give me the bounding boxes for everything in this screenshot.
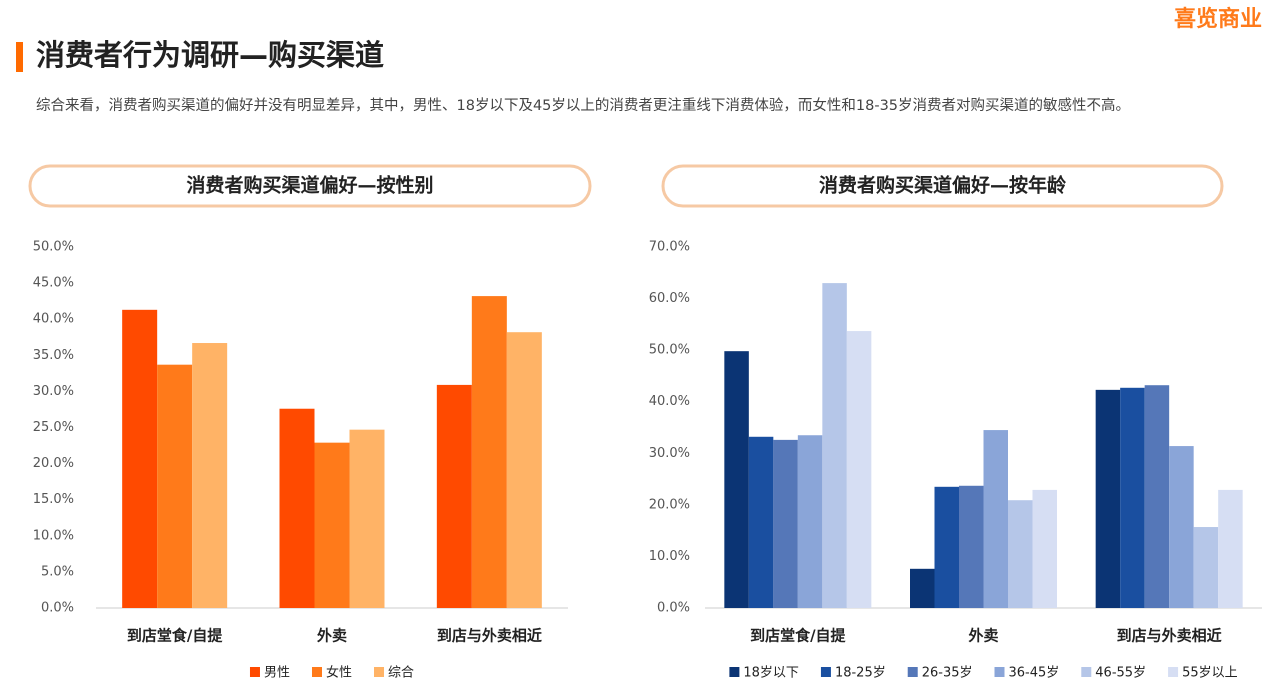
bar [1008,500,1033,608]
y-tick-label: 45.0% [33,276,74,291]
bar [157,364,193,608]
bar [846,331,872,608]
bar [436,384,472,608]
y-tick-label: 0.0% [41,601,74,616]
x-tick-label: 到店与外卖相近 [1117,627,1222,645]
bar [1144,385,1170,608]
bar [122,309,158,608]
legend-swatch [729,667,740,677]
bar [773,439,798,608]
y-tick-label: 50.0% [33,240,74,255]
page-title: 消费者行为调研—购买渠道 [36,38,384,72]
chart-header [661,164,1224,208]
y-tick-label: 10.0% [649,549,690,564]
chart-title: 消费者购买渠道偏好—按年龄 [819,174,1067,197]
bar [506,332,542,608]
bar [1193,527,1219,608]
legend-label: 18-25岁 [835,666,886,681]
bar [724,351,749,608]
x-tick-label: 外卖 [967,627,998,645]
bar [1218,489,1243,608]
chart-header [28,164,592,208]
bar [1095,389,1121,608]
legend-label: 18岁以下 [743,666,799,681]
y-tick-label: 30.0% [649,446,690,461]
legend-swatch [1168,667,1179,677]
y-tick-label: 40.0% [649,394,690,409]
legend-swatch [820,667,831,677]
bar [1169,446,1194,608]
bar [822,283,847,608]
y-tick-label: 20.0% [649,497,690,512]
bar [192,343,228,608]
bar [797,435,823,608]
legend-swatch [311,667,322,677]
y-tick-label: 10.0% [33,528,74,543]
y-tick-label: 20.0% [33,456,74,471]
y-tick-label: 35.0% [33,348,74,363]
y-tick-label: 70.0% [649,240,690,255]
y-tick-label: 60.0% [649,291,690,306]
legend-swatch [907,667,918,677]
legend-label: 综合 [388,666,414,681]
bar [1120,387,1145,608]
x-tick-label: 到店堂食/自提 [750,627,846,645]
legend-swatch [374,667,385,677]
bar [910,568,935,608]
bar [748,436,774,608]
bar [959,485,984,608]
logo: 喜览商业 [1174,6,1262,32]
x-tick-label: 到店与外卖相近 [437,627,542,645]
legend-label: 55岁以上 [1182,666,1238,681]
bar [349,429,385,608]
legend: 男性 女性 综合 [249,665,414,681]
legend-label: 36-45岁 [1009,666,1060,681]
legend-swatch [249,667,260,677]
x-tick-label: 外卖 [316,627,347,645]
chart-title: 消费者购买渠道偏好—按性别 [186,174,433,197]
bar [279,408,315,608]
y-tick-label: 5.0% [41,564,74,579]
bar [983,430,1008,608]
bar [314,442,350,608]
y-tick-label: 30.0% [33,384,74,399]
legend-label: 男性 [264,666,290,681]
y-tick-label: 25.0% [33,420,74,435]
page-subtitle: 综合来看，消费者购买渠道的偏好并没有明显差异，其中，男性、18岁以下及45岁以上… [36,96,1130,114]
legend-label: 女性 [326,665,352,681]
y-tick-label: 50.0% [649,343,690,358]
legend-label: 46-55岁 [1095,666,1146,681]
legend: 18岁以下 18-25岁 26-35岁 36-45岁 46-55岁 55岁以上 [729,666,1238,681]
legend-swatch [1081,667,1092,677]
legend-label: 26-35岁 [922,666,973,681]
y-tick-label: 40.0% [33,312,74,327]
x-tick-label: 到店堂食/自提 [127,627,223,645]
y-tick-label: 0.0% [657,601,690,616]
bar [1032,489,1057,608]
bar [934,486,959,608]
bar [471,296,507,608]
legend-swatch [994,667,1005,677]
title-accent [16,42,23,72]
y-tick-label: 15.0% [33,492,74,507]
